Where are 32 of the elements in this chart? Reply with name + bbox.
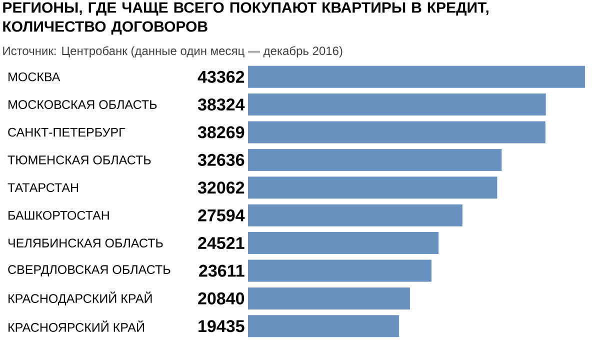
data-label: 38324 xyxy=(198,98,245,111)
y-tick-label: СВЕРДЛОВСКАЯ ОБЛАСТЬ xyxy=(8,265,170,276)
bar xyxy=(248,287,410,310)
bar xyxy=(248,176,498,199)
bar xyxy=(248,66,585,88)
data-label: 19435 xyxy=(198,320,244,332)
y-tick-label: БАШКОРТОСТАН xyxy=(8,210,109,220)
data-label: 32636 xyxy=(198,154,244,166)
y-tick-label: КРАСНОДАРСКИЙ КРАЙ xyxy=(8,292,152,306)
y-tick-label: ТАТАРСТАН xyxy=(8,183,78,192)
data-label: 24521 xyxy=(198,237,244,250)
y-tick-label: МОСКВА xyxy=(8,72,60,82)
chart-subtitle: Источник: Центробанк (данные один месяц — декабрь 2016) xyxy=(3,46,342,58)
bar xyxy=(248,260,432,282)
data-label: 43362 xyxy=(198,70,244,83)
y-tick-label: ЧЕЛЯБИНСКАЯ ОБЛАСТЬ xyxy=(8,238,163,248)
bar xyxy=(248,232,439,254)
data-label: 23611 xyxy=(199,264,244,277)
y-tick-label: САНКТ-ПЕТЕРБУРГ xyxy=(8,128,126,137)
y-tick-label: МОСКОВСКАЯ ОБЛАСТЬ xyxy=(8,100,157,109)
data-label: 27594 xyxy=(198,209,245,222)
bar xyxy=(248,121,546,144)
chart-title: РЕГИОНЫ, ГДЕ ЧАЩЕ ВСЕГО ПОКУПАЮТ КВАРТИРЫ В КРЕДИТ, КОЛИЧЕСТВО ДОГОВОРОВ xyxy=(3,2,488,35)
y-tick-label: КРАСНОЯРСКИЙ КРАЙ xyxy=(8,320,144,332)
data-label: 20840 xyxy=(198,292,244,304)
data-label: 38269 xyxy=(198,126,244,138)
bar xyxy=(248,148,502,171)
bar xyxy=(248,204,462,226)
y-tick-label: ТЮМЕНСКАЯ ОБЛАСТЬ xyxy=(8,156,151,164)
bar xyxy=(248,94,546,116)
bar xyxy=(248,315,400,338)
data-label: 32062 xyxy=(198,182,244,194)
